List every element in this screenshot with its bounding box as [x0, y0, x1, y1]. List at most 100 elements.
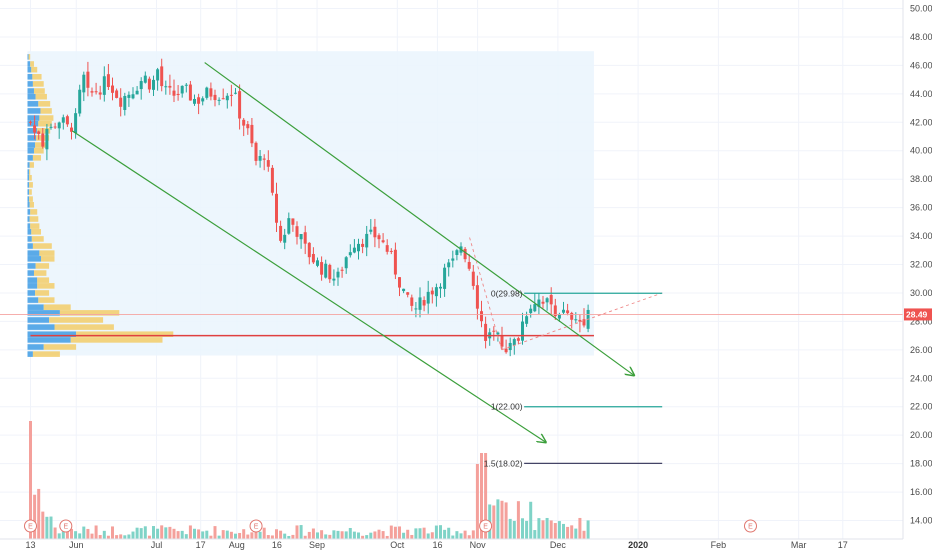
volume-bar [29, 421, 33, 539]
candle-body [381, 240, 385, 243]
candle-body [139, 81, 143, 90]
last-price-badge [904, 308, 932, 321]
volume-bar [574, 528, 578, 539]
volume-bar [500, 500, 504, 539]
profile-row-up [27, 169, 30, 175]
volume-bars [29, 421, 590, 539]
candle-body [168, 85, 172, 88]
volume-bar [402, 532, 406, 539]
profile-row-down [31, 236, 44, 242]
last-price-label: 28.49 [906, 309, 928, 319]
candle-body [578, 319, 582, 322]
volume-bar [451, 535, 455, 539]
x-tick-label: 16 [432, 540, 442, 550]
volume-bar [332, 530, 336, 539]
candle-body [94, 91, 98, 93]
candle-body [406, 292, 410, 295]
earnings-circle [59, 519, 73, 533]
volume-bar [234, 533, 238, 539]
volume-bar [82, 526, 86, 539]
candle-body [566, 310, 570, 314]
candle-body [549, 294, 553, 305]
profile-row-up [27, 101, 39, 107]
profile-row-up [27, 189, 30, 195]
profile-row-down [38, 297, 55, 303]
volume-bar [94, 525, 98, 539]
candle-body [53, 126, 57, 128]
earnings-marker[interactable]: E [743, 519, 757, 533]
profile-row-down [31, 66, 38, 73]
profile-row-up [27, 61, 31, 67]
candle-body [529, 308, 533, 314]
profile-row-down [54, 324, 114, 330]
volume-bar [348, 527, 352, 539]
earnings-marker[interactable]: E [24, 519, 38, 533]
volume-bar [459, 533, 463, 539]
earnings-circle [743, 519, 757, 533]
profile-row-up [27, 236, 32, 242]
candle-body [65, 116, 69, 125]
candle-body [86, 71, 90, 88]
earnings-marker[interactable]: E [59, 519, 73, 533]
volume-bar [180, 530, 184, 539]
candle-body [541, 301, 545, 304]
profile-row-down [31, 229, 42, 235]
earnings-circle [479, 519, 493, 533]
volume-bar [250, 532, 254, 539]
profile-row-down [32, 243, 52, 249]
candle-body [537, 299, 541, 307]
volume-bar [139, 528, 143, 539]
candle-body [41, 133, 45, 147]
volume-bar [131, 531, 135, 539]
volume-bar [45, 516, 49, 539]
volume-bar [467, 535, 471, 539]
candle-body [283, 234, 287, 243]
candle-body [385, 245, 389, 252]
candle-body [324, 263, 328, 278]
candle-body [287, 218, 291, 234]
candle-body [574, 319, 578, 321]
volume-bar [135, 527, 139, 539]
profile-row-up [27, 270, 34, 276]
volume-bar [393, 526, 397, 539]
volume-bar [385, 535, 389, 539]
volume-bar [512, 520, 516, 539]
candle-body [365, 233, 369, 248]
candle-body [254, 142, 258, 161]
profile-row-up [27, 229, 32, 235]
volume-bar [406, 529, 410, 539]
earnings-label: E [254, 524, 259, 531]
candle-body [553, 305, 557, 317]
volume-bar [156, 528, 160, 539]
profile-row-up [27, 81, 33, 87]
volume-bar [443, 529, 447, 539]
candle-body [135, 90, 139, 95]
candle-body [160, 66, 164, 87]
candle-body [389, 250, 393, 252]
earnings-marker[interactable]: E [479, 519, 493, 533]
fib-level-label: 0(29.98) [491, 288, 523, 298]
volume-bar [74, 531, 78, 539]
candle-body [299, 234, 303, 240]
y-tick-label: 22.00 [910, 402, 932, 412]
y-tick-label: 14.00 [910, 516, 932, 526]
candle-body [525, 316, 529, 324]
profile-row-up [27, 324, 55, 330]
candle-body [545, 298, 549, 303]
fib-leg [501, 292, 663, 351]
earnings-marker[interactable]: E [249, 519, 263, 533]
candle-body [119, 97, 123, 107]
volume-bar [258, 531, 262, 539]
profile-row-up [27, 209, 31, 215]
y-tick-label: 38.00 [910, 174, 932, 184]
volume-bar [340, 531, 344, 539]
volume-bar [414, 528, 418, 539]
volume-bar [357, 532, 361, 539]
volume-bar [102, 530, 106, 539]
candle-body [209, 88, 213, 97]
y-tick-label: 18.00 [910, 459, 932, 469]
x-tick-label: 2020 [628, 540, 648, 550]
